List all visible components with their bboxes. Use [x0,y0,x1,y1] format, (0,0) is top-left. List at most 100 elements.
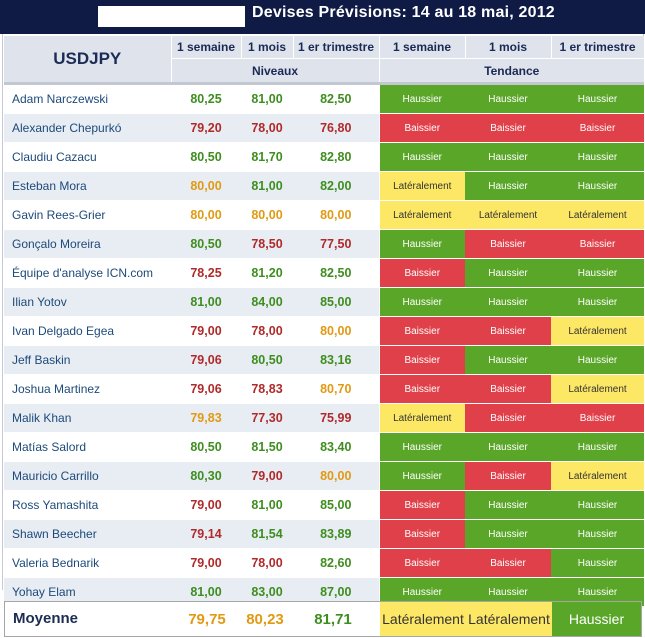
level-1w: 79,00 [171,316,241,346]
level-1m: 78,00 [241,316,293,346]
trend-1m: Haussier [465,432,551,462]
trend-1m: Baissier [465,113,551,143]
forecaster-name: Adam Narczewski [4,83,171,114]
table-row: Shawn Beecher 79,14 81,54 83,89 Baissier Haus… [4,519,644,549]
trend-1w: Haussier [378,229,465,259]
table-row: Équipe d'analyse ICN.com 78,25 81,20 82,50 B… [4,258,644,288]
trend-1m: Haussier [465,171,551,201]
level-1m: 78,00 [241,548,293,578]
trend-q1: Haussier [551,548,644,578]
level-1m: 81,00 [241,83,293,114]
average-level-1w: 79,75 [188,611,226,628]
forecaster-name: Joshua Martinez [4,374,171,404]
level-1w: 80,50 [171,432,241,462]
trend-q1: Haussier [551,519,644,549]
forecast-table: USDJPY 1 semaine 1 mois 1 er trimestre 1… [4,36,645,607]
table-row: Gonçalo Moreira 80,50 78,50 77,50 Haussier Ba… [4,229,644,259]
trend-q1: Latéralement [551,374,644,404]
trend-q1: Haussier [551,258,644,288]
trend-1w: Baissier [378,519,465,549]
table-row: Malik Khan 79,83 77,30 75,99 Latéralement Bai… [4,403,644,433]
forecaster-name: Gavin Rees-Grier [4,200,171,230]
forecaster-name: Valeria Bednarik [4,548,171,578]
level-q1: 85,00 [293,490,379,520]
level-1m: 77,30 [241,403,293,433]
level-1m: 78,83 [241,374,293,404]
forecaster-name: Mauricio Carrillo [4,461,171,491]
trend-q1: Baissier [551,403,644,433]
table-row: Adam Narczewski 80,25 81,00 82,50 Haussier Ha… [4,83,644,114]
forecaster-name: Ilian Yotov [4,287,171,317]
forecaster-name: Jeff Baskin [4,345,171,375]
level-1m: 81,54 [241,519,293,549]
trend-period-1m: 1 mois [465,36,552,59]
level-1w: 80,30 [171,461,241,491]
level-1m: 78,00 [241,113,293,143]
trend-1w: Latéralement [378,403,465,433]
trend-1m: Baissier [465,548,551,578]
levels-period-q1: 1 er trimestre [293,36,380,59]
average-row: Moyenne 79,75 80,23 81,71 Latéralement L… [4,601,642,637]
level-1w: 79,20 [171,113,241,143]
table-row: Alexander Chepurkó 79,20 78,00 76,80 Baissie… [4,113,644,143]
level-q1: 83,16 [293,345,379,375]
trend-1w: Baissier [378,548,465,578]
level-1w: 80,00 [171,171,241,201]
level-q1: 82,60 [293,548,379,578]
forecaster-name: Équipe d'analyse ICN.com [4,258,171,288]
table-row: Gavin Rees-Grier 80,00 80,00 80,00 Latéralem… [4,200,644,230]
level-q1: 80,00 [293,316,379,346]
level-1w: 81,00 [171,287,241,317]
levels-period-1w: 1 semaine [171,36,242,59]
level-1w: 79,00 [171,490,241,520]
level-q1: 83,89 [293,519,379,549]
level-q1: 80,00 [293,461,379,491]
trend-1w: Latéralement [378,200,465,230]
level-q1: 82,50 [293,258,379,288]
level-1w: 80,50 [171,229,241,259]
forecaster-name: Shawn Beecher [4,519,171,549]
trend-1w: Baissier [378,113,465,143]
trend-1m: Baissier [465,461,551,491]
trend-1w: Haussier [378,432,465,462]
levels-group-header: Niveaux [171,58,379,85]
level-1m: 84,00 [241,287,293,317]
trend-q1: Latéralement [551,316,644,346]
table-row: Esteban Mora 80,00 81,00 82,00 Latéralement H… [4,171,644,201]
level-q1: 80,00 [293,200,379,230]
table-row: Mauricio Carrillo 80,30 79,00 80,00 Haussier… [4,461,644,491]
trend-1m: Haussier [465,519,551,549]
average-trend-1m: Latéralement [466,602,552,636]
level-q1: 77,50 [293,229,379,259]
average-label: Moyenne [13,610,79,627]
trend-period-q1: 1 er trimestre [551,36,645,59]
currency-pair-label: USDJPY [4,36,172,85]
average-level-1m: 80,23 [246,611,284,628]
level-1m: 81,20 [241,258,293,288]
table-row: Jeff Baskin 79,06 80,50 83,16 Baissier Haussi… [4,345,644,375]
trend-q1: Baissier [551,113,644,143]
level-1m: 81,00 [241,490,293,520]
level-1w: 79,06 [171,374,241,404]
level-1w: 79,06 [171,345,241,375]
trend-1m: Haussier [465,258,551,288]
forecaster-name: Gonçalo Moreira [4,229,171,259]
forecaster-name: Ross Yamashita [4,490,171,520]
trend-q1: Latéralement [551,200,644,230]
level-1m: 81,70 [241,142,293,172]
level-q1: 82,00 [293,171,379,201]
trend-1w: Haussier [378,83,465,114]
forecaster-name: Matías Salord [4,432,171,462]
trend-1m: Latéralement [465,200,551,230]
trend-1m: Baissier [465,316,551,346]
forecaster-name: Ivan Delgado Egea [4,316,171,346]
level-1w: 80,00 [171,200,241,230]
title-banner: Devises Prévisions: 14 au 18 mai, 2012 [0,0,645,34]
page-title: Devises Prévisions: 14 au 18 mai, 2012 [252,4,555,21]
trend-1m: Haussier [465,490,551,520]
trend-1m: Baissier [465,403,551,433]
level-1w: 80,25 [171,83,241,114]
level-q1: 82,50 [293,83,379,114]
forecaster-name: Claudiu Cazacu [4,142,171,172]
trend-q1: Latéralement [551,461,644,491]
